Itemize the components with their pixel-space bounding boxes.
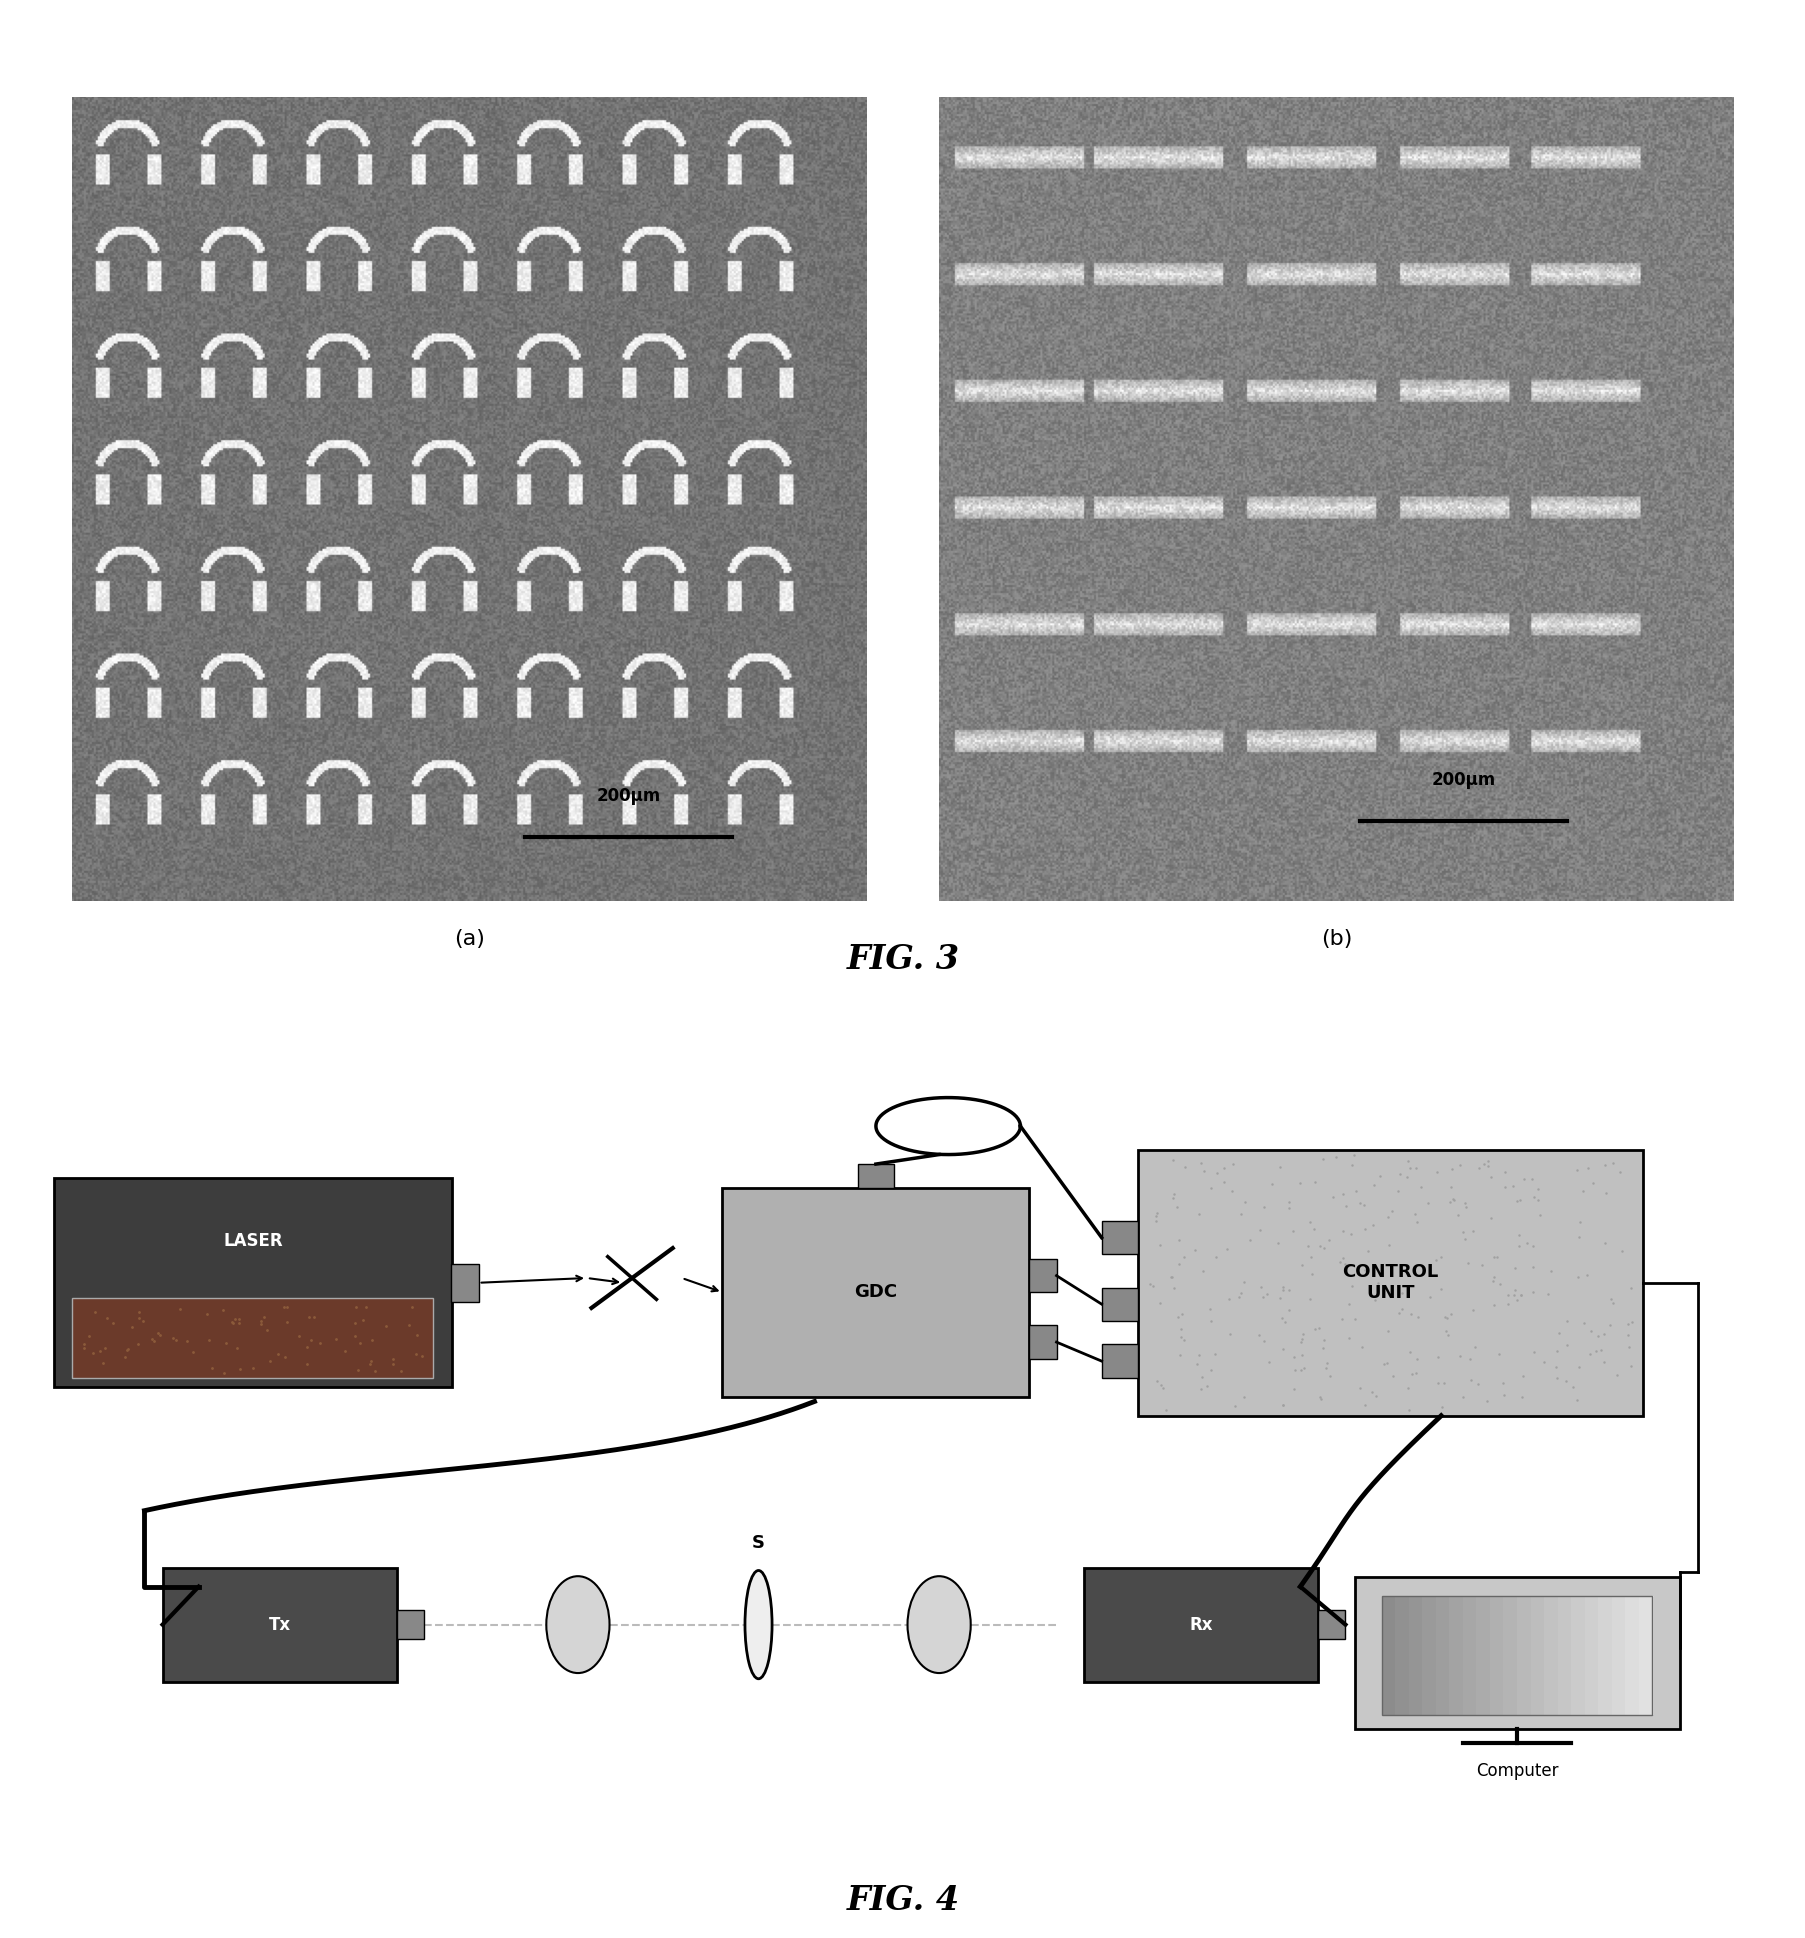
Text: 200μm: 200μm <box>1431 771 1495 789</box>
Bar <box>1516 1597 1531 1715</box>
Bar <box>1558 1597 1572 1715</box>
Text: GDC: GDC <box>854 1283 897 1300</box>
Bar <box>1624 1597 1639 1715</box>
Bar <box>1585 1597 1599 1715</box>
Bar <box>1476 1597 1491 1715</box>
Text: Computer: Computer <box>1475 1762 1558 1781</box>
Bar <box>1489 1597 1505 1715</box>
Text: Tx: Tx <box>269 1616 291 1634</box>
Bar <box>1531 1597 1545 1715</box>
Bar <box>857 1165 893 1188</box>
Bar <box>162 1568 397 1682</box>
Bar <box>1101 1287 1137 1322</box>
Ellipse shape <box>908 1576 971 1672</box>
Bar <box>1639 1597 1653 1715</box>
Bar <box>1422 1597 1437 1715</box>
Bar <box>1612 1597 1626 1715</box>
Ellipse shape <box>745 1570 773 1678</box>
Text: CONTROL
UNIT: CONTROL UNIT <box>1341 1264 1439 1302</box>
Bar <box>72 1298 433 1378</box>
Text: 200μm: 200μm <box>596 787 661 804</box>
Bar <box>1502 1597 1518 1715</box>
Bar <box>1570 1597 1585 1715</box>
Bar <box>397 1610 424 1640</box>
Text: FIG. 3: FIG. 3 <box>847 942 958 977</box>
Bar <box>1448 1597 1464 1715</box>
Text: (a): (a) <box>453 930 486 950</box>
Text: (b): (b) <box>1319 930 1352 950</box>
Bar <box>1381 1597 1397 1715</box>
Text: S: S <box>751 1535 765 1552</box>
Bar <box>1395 1597 1410 1715</box>
Bar <box>1435 1597 1451 1715</box>
Bar <box>54 1178 451 1388</box>
Bar <box>1137 1149 1643 1415</box>
Bar <box>1029 1326 1056 1359</box>
Bar <box>1101 1221 1137 1254</box>
Bar <box>451 1264 478 1302</box>
Bar <box>1318 1610 1345 1640</box>
Text: FIG. 4: FIG. 4 <box>847 1884 958 1917</box>
Ellipse shape <box>545 1576 610 1672</box>
Bar <box>1354 1578 1679 1729</box>
Bar <box>1408 1597 1422 1715</box>
Bar <box>1462 1597 1476 1715</box>
Bar <box>1101 1345 1137 1378</box>
Text: LASER: LASER <box>222 1233 283 1250</box>
Text: Rx: Rx <box>1188 1616 1213 1634</box>
Bar <box>1029 1260 1056 1293</box>
Bar <box>1381 1597 1652 1715</box>
Bar <box>722 1188 1029 1397</box>
Bar <box>1597 1597 1614 1715</box>
Bar <box>1543 1597 1560 1715</box>
Bar <box>1083 1568 1318 1682</box>
